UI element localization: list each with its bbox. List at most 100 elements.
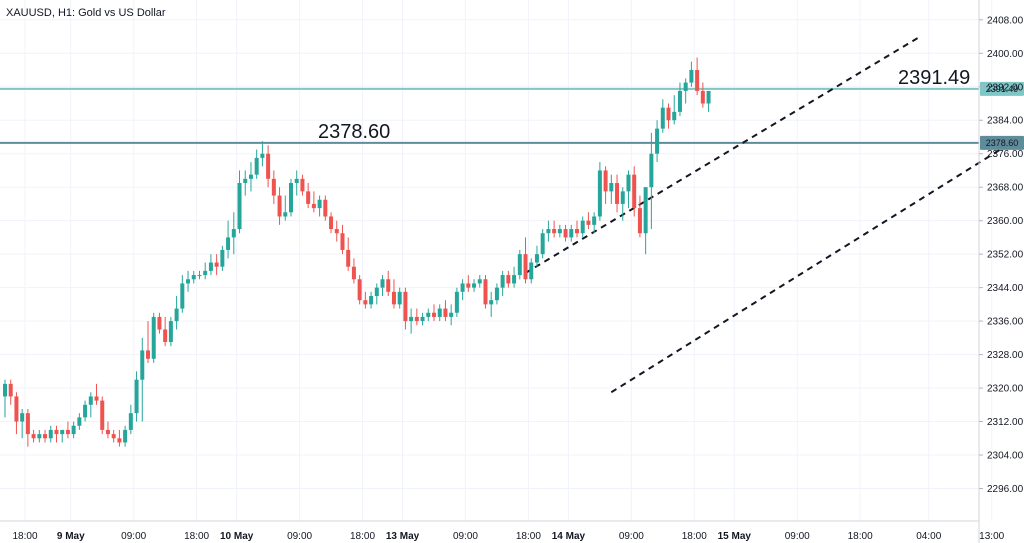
- x-tick-label: 09:00: [453, 531, 478, 542]
- chart-title: XAUUSD, H1: Gold vs US Dollar: [6, 7, 166, 19]
- candle-body: [329, 216, 334, 230]
- candle-body: [677, 90, 682, 112]
- x-tick-label: 13 May: [386, 531, 420, 542]
- candle-body: [569, 229, 574, 238]
- candle: [586, 212, 591, 230]
- candle: [168, 316, 173, 347]
- x-tick-label: 15 May: [718, 531, 752, 542]
- candle-body: [414, 316, 419, 322]
- y-axis-ticks: 2408.00 2400.00 2392.00 2384.00 2376.00 2368.…: [979, 15, 1024, 495]
- candle: [677, 82, 682, 117]
- candle-body: [323, 199, 328, 217]
- candle: [157, 312, 162, 334]
- candle-body: [386, 279, 391, 292]
- candle: [386, 270, 391, 296]
- candle: [437, 304, 442, 322]
- candle-body: [449, 312, 454, 317]
- candle-body: [351, 266, 356, 280]
- candle-body: [357, 279, 362, 301]
- candle-body: [472, 283, 477, 288]
- candle-body: [575, 229, 579, 234]
- candle-body: [214, 262, 219, 267]
- candle: [83, 400, 88, 422]
- candle: [403, 287, 408, 330]
- x-tick-label: 09:00: [619, 531, 644, 542]
- candle-body: [266, 153, 271, 179]
- candle: [311, 191, 316, 213]
- candle: [226, 220, 231, 259]
- candle: [77, 413, 82, 430]
- candle-body: [620, 191, 625, 204]
- candle: [706, 90, 711, 112]
- candle: [283, 195, 288, 221]
- candle: [71, 421, 76, 439]
- x-tick-label: 18:00: [682, 531, 707, 542]
- candle: [3, 379, 7, 418]
- candle-body: [117, 438, 122, 443]
- candle-body: [283, 212, 288, 217]
- candle: [266, 145, 271, 188]
- candle: [637, 195, 642, 238]
- candle-body: [700, 90, 705, 104]
- candle: [146, 321, 150, 363]
- candle: [105, 421, 110, 439]
- y-tick-label: 2320.00: [987, 384, 1024, 395]
- candle: [649, 132, 654, 230]
- y-tick-label: 2296.00: [987, 484, 1024, 495]
- candle-body: [317, 199, 322, 209]
- y-tick-label: 2368.00: [987, 183, 1024, 194]
- candle: [523, 237, 528, 284]
- candle: [163, 316, 168, 347]
- candle-body: [31, 434, 36, 439]
- candle: [695, 57, 700, 96]
- candle: [643, 187, 648, 255]
- candle: [666, 103, 671, 129]
- candle-body: [231, 229, 236, 238]
- candle: [397, 287, 402, 309]
- candle: [546, 220, 551, 242]
- candle-body: [592, 216, 597, 225]
- price-badge-text: 2391.49: [986, 84, 1019, 94]
- candle-body: [672, 111, 677, 121]
- y-tick-label: 2328.00: [987, 350, 1024, 361]
- candle-body: [25, 413, 30, 435]
- candle: [380, 275, 385, 296]
- candle-body: [208, 262, 213, 271]
- candle: [191, 270, 196, 284]
- candle-body: [586, 220, 591, 225]
- price-badge: [980, 81, 1024, 96]
- candle: [214, 254, 219, 276]
- candle: [25, 408, 30, 447]
- candle-body: [14, 396, 19, 422]
- candle: [443, 300, 448, 322]
- x-tick-label: 09:00: [121, 531, 146, 542]
- candle-body: [105, 429, 110, 435]
- y-tick-label: 2312.00: [987, 417, 1024, 428]
- x-tick-label: 10 May: [220, 531, 254, 542]
- candle-body: [237, 183, 242, 230]
- candle: [151, 312, 156, 363]
- axes: [0, 0, 980, 543]
- candle: [289, 178, 293, 217]
- candle: [632, 166, 637, 217]
- candle: [111, 429, 116, 443]
- candle-body: [369, 295, 374, 305]
- candle: [569, 224, 574, 242]
- candle-body: [140, 350, 145, 380]
- candles: [3, 57, 711, 447]
- candle-body: [340, 233, 345, 250]
- candle-body: [65, 429, 70, 435]
- candle-body: [43, 434, 48, 439]
- candle-body: [186, 279, 191, 284]
- candle-body: [374, 287, 379, 296]
- candle-body: [695, 70, 700, 91]
- candle-body: [48, 429, 53, 439]
- candle: [557, 224, 562, 238]
- candle: [31, 429, 36, 443]
- candle: [20, 408, 25, 439]
- candle: [575, 220, 579, 238]
- candle-body: [643, 187, 648, 234]
